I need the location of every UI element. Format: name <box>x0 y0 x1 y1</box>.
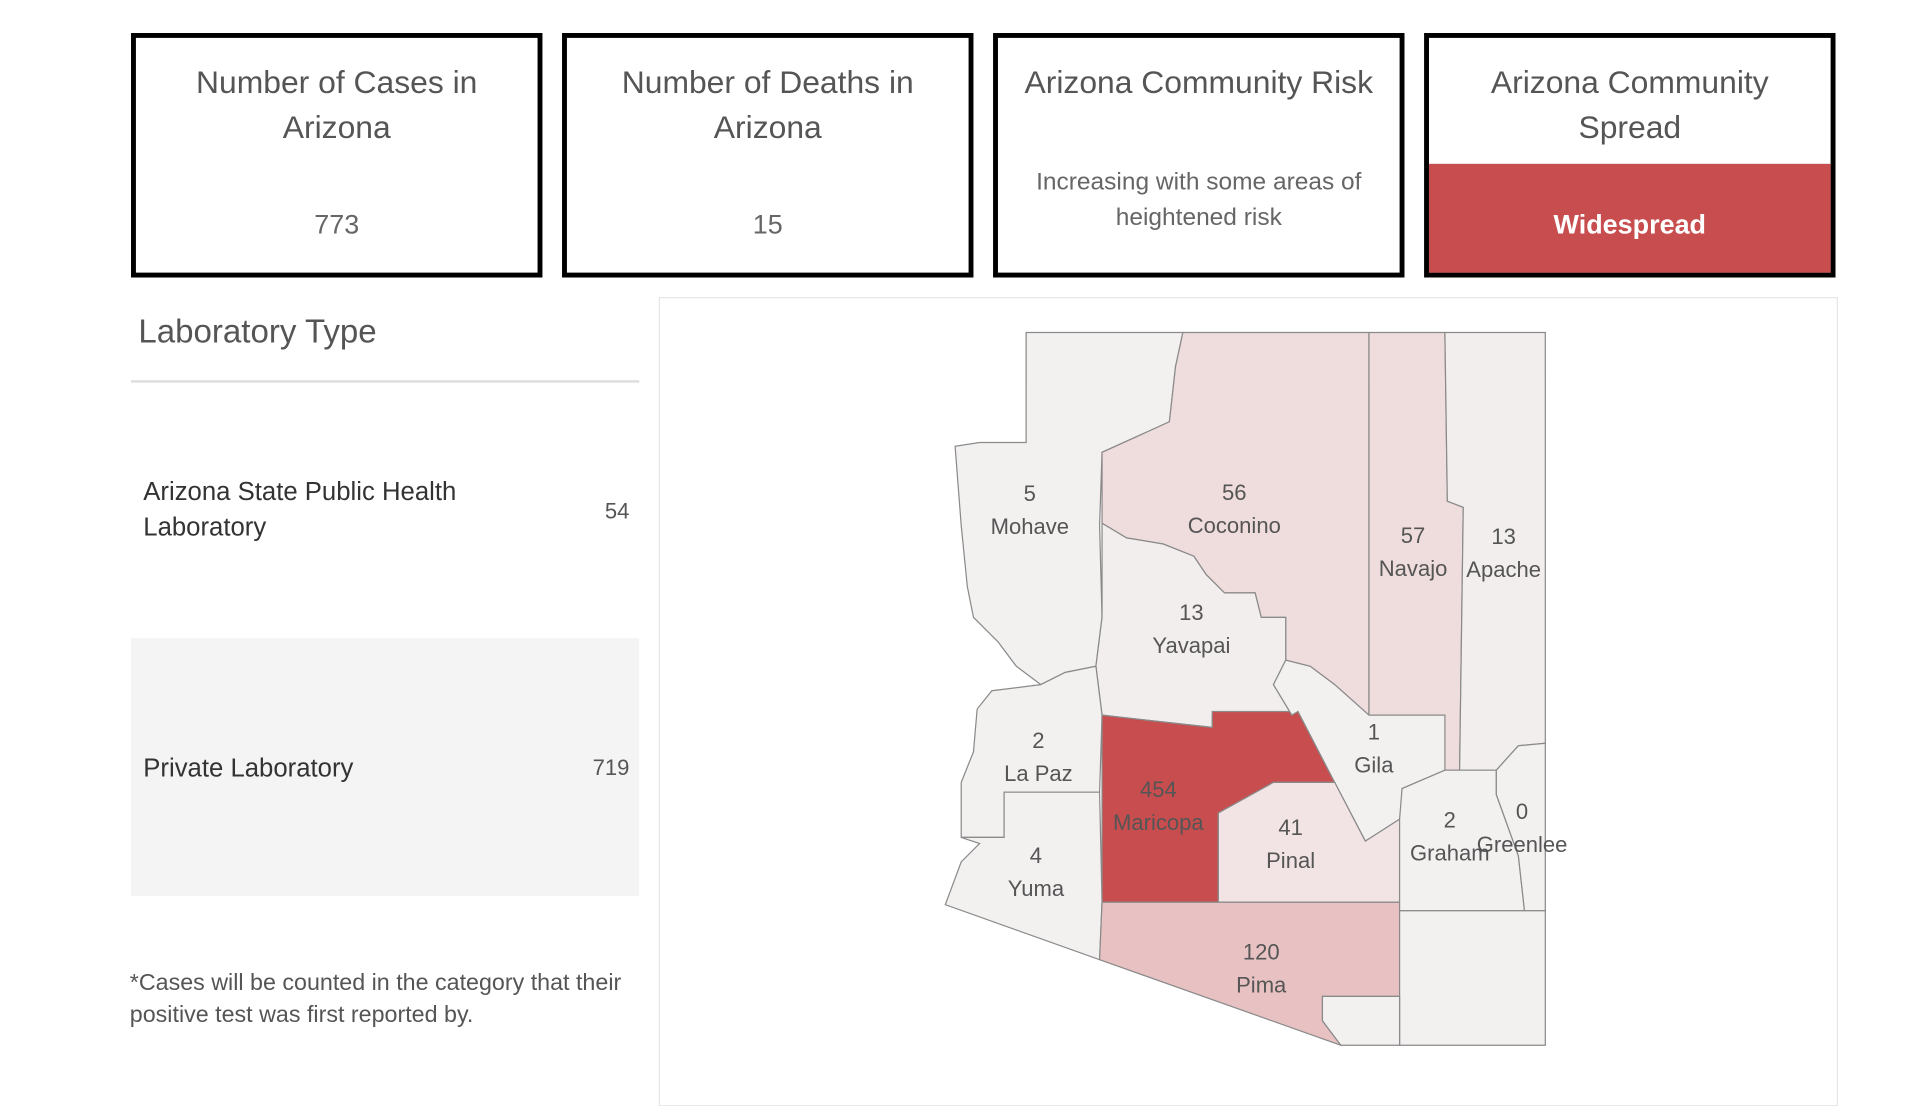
county-name: Navajo <box>1379 556 1448 581</box>
county-map: 5 Mohave 56 Coconino 57 Navajo 13 Apache 13 Yavap… <box>944 331 1568 1047</box>
divider <box>131 380 640 383</box>
county-name: Maricopa <box>1113 810 1204 835</box>
county-count: 1 <box>1368 720 1380 745</box>
county-count: 454 <box>1140 777 1177 802</box>
spread-band <box>1428 163 1831 273</box>
lab-name: Arizona State Public Health Laboratory <box>143 477 457 542</box>
card-value: 773 <box>314 209 360 240</box>
page: Number of Cases in Arizona 773 Number of… <box>129 33 1838 1106</box>
county-shape <box>1321 995 1401 1046</box>
card-value: Increasing with some areas of heightened… <box>1036 168 1362 232</box>
county-name: Pinal <box>1266 848 1315 873</box>
footnote: *Cases will be counted in the category t… <box>129 970 622 1029</box>
county-name: Greenlee <box>1477 832 1568 857</box>
lab-count: 719 <box>592 755 630 780</box>
county-name: Pima <box>1236 973 1287 998</box>
county-count: 2 <box>1444 808 1456 833</box>
county-count: 13 <box>1491 524 1516 549</box>
county-name: Mohave <box>991 514 1069 539</box>
county-name: Graham <box>1410 841 1490 866</box>
county-count: 4 <box>1030 843 1042 868</box>
county-count: 57 <box>1401 523 1426 548</box>
lab-row: Arizona State Public Health Laboratory 5… <box>131 403 639 635</box>
county-name: Gila <box>1354 753 1394 778</box>
county-count: 120 <box>1243 940 1280 965</box>
county-shape <box>944 791 1103 961</box>
lab-row: Private Laboratory 719 <box>131 638 640 897</box>
county-name: Apache <box>1466 557 1541 582</box>
county-name: Coconino <box>1188 513 1281 538</box>
county-shape <box>1398 910 1546 1046</box>
county-name: La Paz <box>1004 761 1073 786</box>
county-count: 0 <box>1516 799 1528 824</box>
lab-name: Private Laboratory <box>143 754 354 783</box>
county-count: 13 <box>1179 600 1204 625</box>
deaths-card: Number of Deaths in Arizona 15 <box>562 33 974 278</box>
county-count: 5 <box>1024 481 1036 506</box>
card-title: Arizona Community Spread <box>1490 63 1769 146</box>
card-value: Widespread <box>1553 209 1707 240</box>
lab-title: Laboratory Type <box>138 312 377 350</box>
risk-card: Arizona Community Risk Increasing with s… <box>993 33 1405 278</box>
spread-card: Arizona Community Spread Widespread <box>1424 33 1836 278</box>
county-count: 56 <box>1222 480 1247 505</box>
county-count: 2 <box>1032 728 1044 753</box>
card-value: 15 <box>752 209 783 240</box>
county-name: Yavapai <box>1152 633 1230 658</box>
card-title: Arizona Community Risk <box>1024 63 1374 101</box>
dashboard: Number of Cases in Arizona 773 Number of… <box>129 33 1838 1106</box>
county-name: Yuma <box>1008 876 1065 901</box>
lab-count: 54 <box>604 498 630 524</box>
card-title: Number of Cases in Arizona <box>196 63 478 146</box>
card-title: Number of Deaths in Arizona <box>621 63 914 146</box>
cases-card: Number of Cases in Arizona 773 <box>131 33 543 278</box>
county-count: 41 <box>1278 815 1303 840</box>
